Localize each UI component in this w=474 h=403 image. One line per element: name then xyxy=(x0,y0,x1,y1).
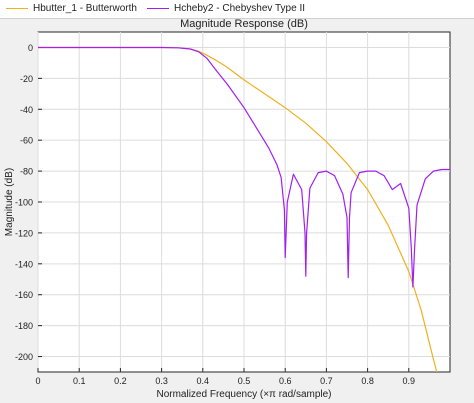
x-tick-label: 0.7 xyxy=(320,376,333,386)
x-axis-label: Normalized Frequency (×π rad/sample) xyxy=(156,389,331,400)
legend-label-chebyshev: Hcheby2 - Chebyshev Type II xyxy=(174,3,305,14)
legend: Hbutter_1 - Butterworth Hcheby2 - Chebys… xyxy=(0,0,474,19)
legend-item-chebyshev[interactable]: Hcheby2 - Chebyshev Type II xyxy=(147,2,305,16)
legend-swatch-butterworth xyxy=(6,7,28,9)
y-tick-label: -100 xyxy=(15,198,33,208)
x-tick-label: 0.1 xyxy=(73,376,86,386)
y-tick-label: -200 xyxy=(15,352,33,362)
y-axis-label: Magnitude (dB) xyxy=(4,168,15,236)
legend-label-butterworth: Hbutter_1 - Butterworth xyxy=(33,3,137,14)
y-tick-label: -20 xyxy=(20,74,33,84)
y-tick-label: -80 xyxy=(20,167,33,177)
y-tick-label: 0 xyxy=(28,43,33,53)
x-tick-label: 0.3 xyxy=(155,376,168,386)
x-tick-label: 0 xyxy=(35,376,40,386)
x-tick-label: 0.8 xyxy=(361,376,374,386)
x-tick-label: 0.5 xyxy=(238,376,251,386)
x-tick-labels: 0 0.1 0.2 0.3 0.4 0.5 0.6 0.7 0.8 0.9 xyxy=(35,368,415,386)
y-tick-label: -160 xyxy=(15,290,33,300)
y-tick-label: -40 xyxy=(20,105,33,115)
x-tick-label: 0.9 xyxy=(403,376,416,386)
grid-lines xyxy=(37,32,450,372)
y-tick-label: -180 xyxy=(15,321,33,331)
y-tick-label: -140 xyxy=(15,259,33,269)
legend-item-butterworth[interactable]: Hbutter_1 - Butterworth xyxy=(6,2,137,16)
legend-swatch-chebyshev xyxy=(147,7,169,9)
x-tick-label: 0.2 xyxy=(114,376,127,386)
x-tick-label: 0.6 xyxy=(279,376,292,386)
y-tick-labels: 0 -20 -40 -60 -80 -100 -120 -140 -160 -180 -200 xyxy=(15,43,42,362)
y-tick-label: -120 xyxy=(15,228,33,238)
chart-title: Magnitude Response (dB) xyxy=(180,18,308,30)
data-series xyxy=(38,46,450,372)
series-line-1 xyxy=(38,46,450,288)
y-tick-label: -60 xyxy=(20,136,33,146)
x-tick-label: 0.4 xyxy=(197,376,210,386)
